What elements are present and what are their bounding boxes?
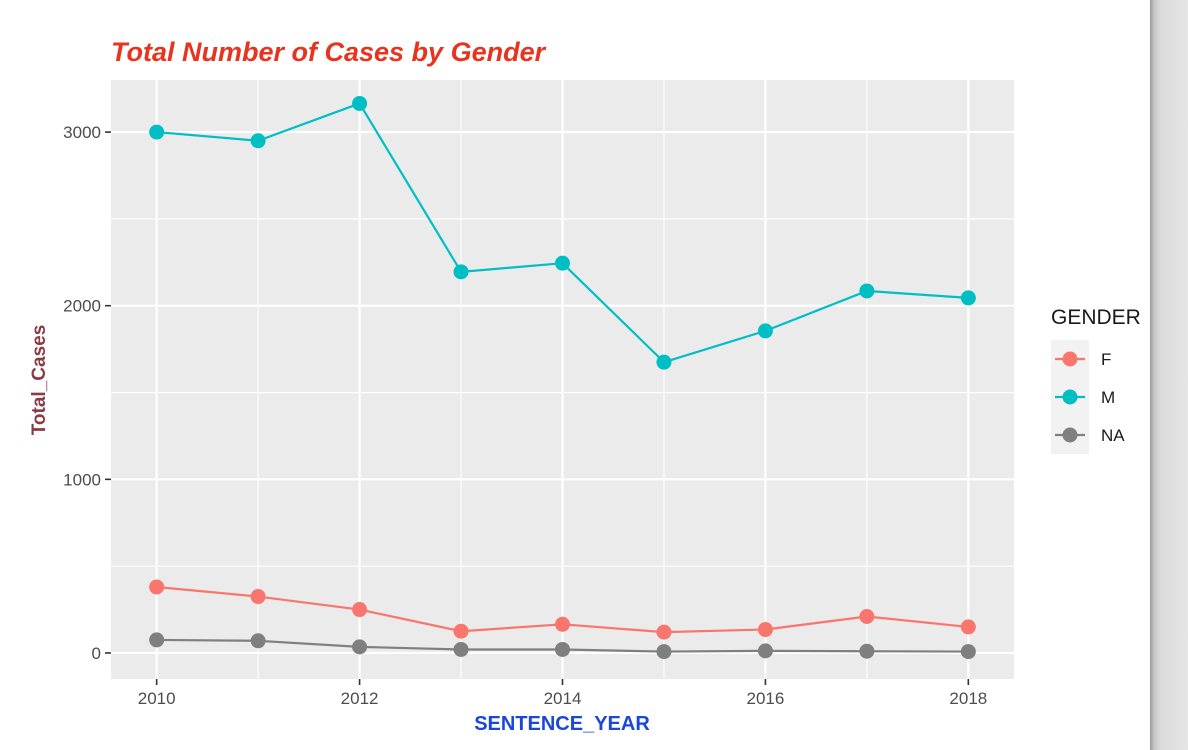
legend-keys: FM NA: [1051, 340, 1125, 454]
data-point-f: [250, 589, 266, 605]
data-point-f: [656, 624, 672, 640]
data-point-f: [453, 623, 469, 639]
y-tick-label: 0: [92, 644, 101, 663]
x-tick-label: 2010: [138, 689, 176, 708]
data-point-m: [859, 283, 875, 299]
data-point-f: [555, 616, 570, 632]
legend-label: M: [1101, 388, 1115, 407]
data-point-f: [149, 579, 165, 595]
x-tick-label: 2018: [949, 689, 987, 708]
data-point-f: [859, 608, 875, 624]
data-point-m: [656, 354, 672, 370]
tick-labels: 2010 2012 2014 2016 2018 0 1000 2000 3000: [63, 123, 987, 708]
y-axis-label: Total_Cases: [29, 325, 50, 436]
data-point-m: [757, 323, 773, 339]
legend-label: NA: [1101, 426, 1125, 445]
data-point-na: [656, 644, 672, 660]
data-point-f: [960, 619, 976, 635]
line-chart: Total Number of Cases by Gender 2010 2012…: [29, 37, 1141, 735]
data-point-na: [859, 643, 875, 659]
x-tick-label: 2012: [341, 689, 379, 708]
legend-item-m: M: [1051, 378, 1115, 416]
data-point-na: [555, 641, 570, 657]
window-edge-shadow: [1150, 0, 1188, 750]
legend-key-dot: [1062, 351, 1078, 367]
data-point-f: [757, 622, 773, 638]
x-axis-label: SENTENCE_YEAR: [474, 713, 650, 735]
axis-ticks: [105, 131, 970, 685]
x-tick-label: 2014: [544, 689, 582, 708]
data-point-m: [250, 133, 266, 149]
legend-item-na: NA: [1051, 416, 1125, 454]
data-point-na: [250, 633, 266, 649]
y-tick-label: 1000: [63, 470, 101, 489]
series-points: [149, 95, 976, 660]
data-point-na: [960, 644, 976, 660]
data-point-m: [352, 95, 368, 111]
legend-label: F: [1101, 350, 1111, 369]
chart-title: Total Number of Cases by Gender: [111, 37, 547, 67]
data-point-na: [149, 632, 165, 648]
data-point-na: [757, 643, 773, 659]
data-point-m: [149, 124, 165, 140]
legend-title: GENDER: [1051, 306, 1141, 329]
y-tick-label: 3000: [63, 123, 101, 142]
data-point-f: [352, 602, 368, 618]
x-tick-label: 2016: [747, 689, 785, 708]
data-point-na: [352, 639, 368, 655]
legend-key-dot: [1062, 389, 1078, 405]
grid-major: [111, 80, 1014, 679]
data-point-na: [453, 641, 469, 657]
chart-frame: Total Number of Cases by Gender 2010 2012…: [29, 37, 1141, 735]
data-point-m: [960, 290, 976, 306]
data-point-m: [453, 264, 469, 280]
data-point-m: [555, 255, 570, 271]
legend-item-f: F: [1051, 340, 1111, 378]
legend-key-dot: [1062, 427, 1078, 443]
legend: GENDER FM NA: [1051, 306, 1141, 454]
y-tick-label: 2000: [63, 297, 101, 316]
